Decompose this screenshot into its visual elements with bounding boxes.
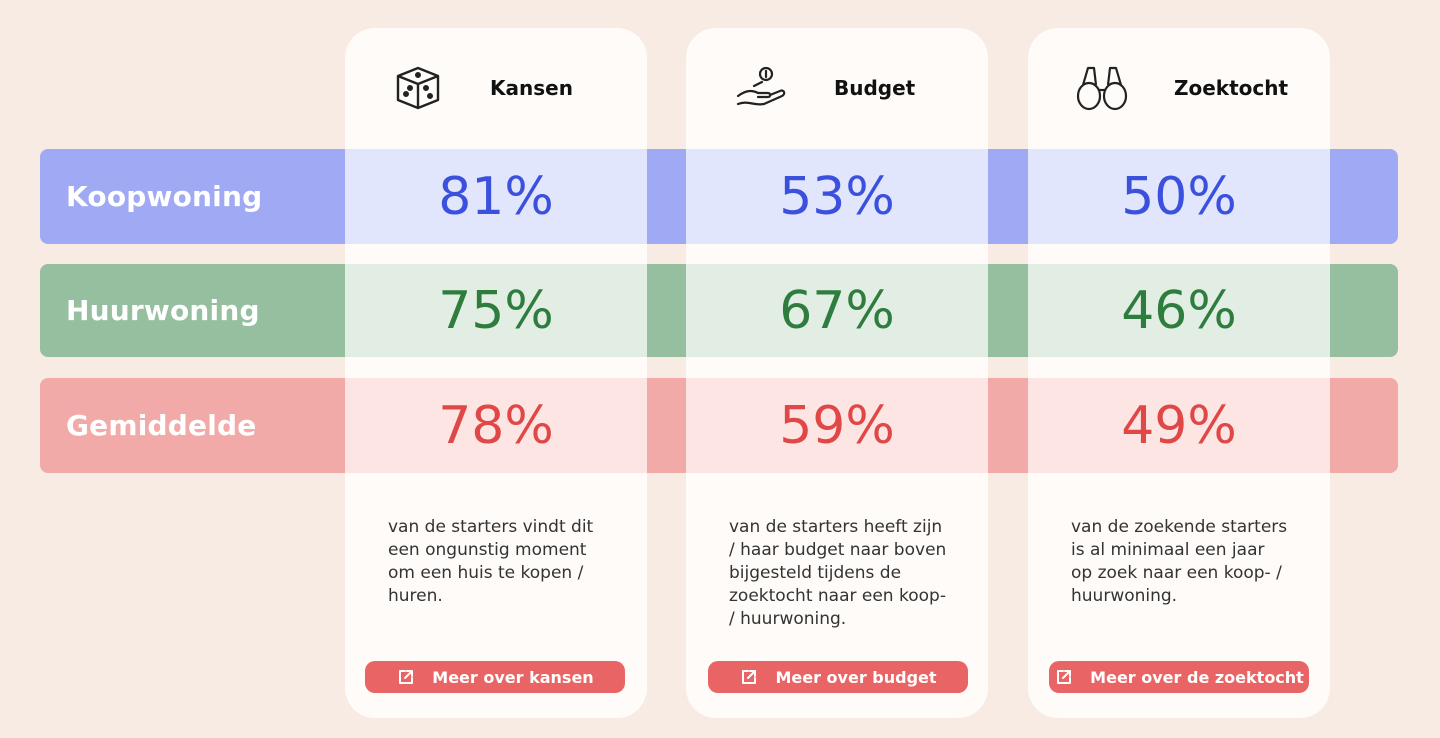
button-label: Meer over de zoektocht xyxy=(1090,667,1304,687)
header-zoektocht: Zoektocht xyxy=(1074,60,1288,116)
column-description: van de starters vindt dit een ongunstig … xyxy=(388,517,594,606)
value-cell: 59% xyxy=(686,378,988,473)
value-cell: 67% xyxy=(686,264,988,357)
external-link-icon xyxy=(396,667,416,687)
header-budget: Budget xyxy=(734,60,915,116)
value-cell: 78% xyxy=(345,378,647,473)
value-cell: 49% xyxy=(1028,378,1330,473)
meer-over-de-zoektocht-button[interactable]: Meer over de zoektocht xyxy=(1049,661,1309,693)
meer-over-budget-button[interactable]: Meer over budget xyxy=(708,661,968,693)
row-label: Huurwoning xyxy=(66,294,260,327)
header-kansen: Kansen xyxy=(390,60,573,116)
card-budget xyxy=(686,28,988,718)
dice-icon xyxy=(390,60,446,116)
column-title: Zoektocht xyxy=(1174,76,1289,100)
value-cell: 50% xyxy=(1028,149,1330,244)
value-cell: 46% xyxy=(1028,264,1330,357)
value-cell: 75% xyxy=(345,264,647,357)
button-label: Meer over kansen xyxy=(432,667,594,687)
column-title: Budget xyxy=(834,76,916,100)
row-label: Gemiddelde xyxy=(66,409,257,442)
value-cell: 53% xyxy=(686,149,988,244)
binoculars-icon xyxy=(1074,60,1130,116)
meer-over-kansen-button[interactable]: Meer over kansen xyxy=(365,661,625,693)
card-kansen xyxy=(345,28,647,718)
card-zoektocht xyxy=(1028,28,1330,718)
value-cell: 81% xyxy=(345,149,647,244)
external-link-icon xyxy=(1054,667,1074,687)
button-label: Meer over budget xyxy=(775,667,937,687)
column-description: van de starters heeft zijn / haar budget… xyxy=(729,517,947,629)
column-title: Kansen xyxy=(490,76,573,100)
row-label: Koopwoning xyxy=(66,180,263,213)
column-description: van de zoekende starters is al minimaal … xyxy=(1071,517,1288,606)
hand-money-icon xyxy=(734,60,790,116)
external-link-icon xyxy=(739,667,759,687)
